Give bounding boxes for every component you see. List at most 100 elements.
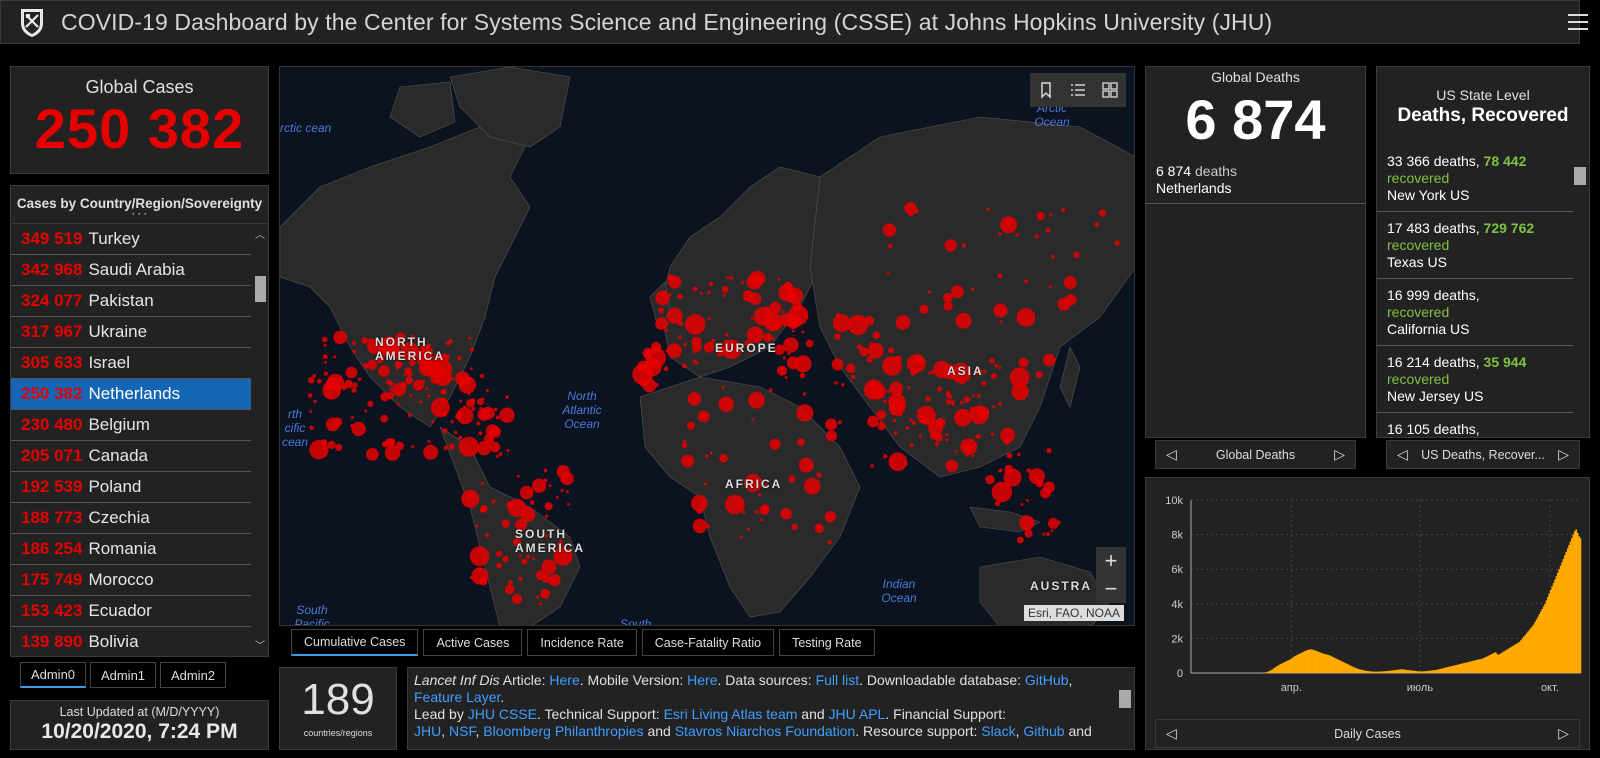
- case-marker[interactable]: [404, 367, 412, 375]
- case-marker[interactable]: [847, 314, 869, 335]
- case-marker[interactable]: [438, 353, 449, 364]
- case-marker[interactable]: [457, 411, 463, 416]
- basemap-gallery-icon[interactable]: [1101, 81, 1119, 99]
- case-marker[interactable]: [367, 359, 378, 370]
- case-marker[interactable]: [471, 567, 489, 585]
- case-marker[interactable]: [544, 514, 549, 518]
- hamburger-menu-icon[interactable]: [1568, 11, 1588, 31]
- case-marker[interactable]: [959, 400, 964, 405]
- case-marker[interactable]: [395, 361, 400, 366]
- case-marker[interactable]: [1043, 481, 1055, 494]
- next-arrow-icon[interactable]: ▷: [1558, 446, 1569, 462]
- case-marker[interactable]: [785, 339, 789, 343]
- case-marker[interactable]: [740, 280, 745, 285]
- case-marker[interactable]: [899, 390, 903, 394]
- case-marker[interactable]: [351, 421, 366, 437]
- case-marker[interactable]: [784, 376, 788, 379]
- case-marker[interactable]: [918, 434, 922, 438]
- country-row[interactable]: 205 071 Canada: [11, 441, 251, 472]
- case-marker[interactable]: [469, 546, 490, 567]
- country-row[interactable]: 139 890 Bolivia: [11, 627, 251, 656]
- case-marker[interactable]: [705, 454, 709, 458]
- case-marker[interactable]: [886, 272, 890, 275]
- case-marker[interactable]: [692, 359, 697, 364]
- case-marker[interactable]: [964, 443, 974, 453]
- case-marker[interactable]: [1024, 279, 1029, 284]
- case-marker[interactable]: [746, 326, 764, 344]
- zoom-in-button[interactable]: +: [1104, 548, 1118, 573]
- case-marker[interactable]: [943, 301, 953, 311]
- case-marker[interactable]: [792, 301, 802, 312]
- case-marker[interactable]: [930, 370, 935, 374]
- case-marker[interactable]: [433, 353, 441, 362]
- case-marker[interactable]: [791, 329, 795, 333]
- case-marker[interactable]: [723, 339, 731, 346]
- case-marker[interactable]: [903, 461, 908, 466]
- case-marker[interactable]: [725, 494, 745, 515]
- case-marker[interactable]: [886, 390, 891, 394]
- case-marker[interactable]: [951, 402, 955, 406]
- case-marker[interactable]: [888, 452, 908, 472]
- case-marker[interactable]: [309, 425, 314, 431]
- case-marker[interactable]: [851, 374, 856, 379]
- case-marker[interactable]: [1048, 285, 1052, 289]
- us-scroll-thumb[interactable]: [1574, 167, 1586, 185]
- case-marker[interactable]: [458, 374, 461, 378]
- case-marker[interactable]: [691, 494, 708, 512]
- case-marker[interactable]: [945, 438, 949, 442]
- case-marker[interactable]: [322, 354, 328, 360]
- case-marker[interactable]: [825, 430, 838, 442]
- case-marker[interactable]: [512, 537, 522, 547]
- case-marker[interactable]: [389, 346, 394, 350]
- case-marker[interactable]: [397, 355, 401, 359]
- case-marker[interactable]: [887, 243, 893, 249]
- case-marker[interactable]: [380, 414, 389, 423]
- case-marker[interactable]: [322, 446, 326, 450]
- case-marker[interactable]: [870, 464, 874, 468]
- tab-cumulative-cases[interactable]: Cumulative Cases: [291, 629, 419, 656]
- case-marker[interactable]: [357, 377, 362, 382]
- case-marker[interactable]: [560, 488, 564, 493]
- case-marker[interactable]: [405, 376, 413, 385]
- case-marker[interactable]: [425, 387, 429, 391]
- scroll-thumb[interactable]: [255, 276, 266, 302]
- case-marker[interactable]: [495, 415, 500, 420]
- case-marker[interactable]: [867, 415, 879, 428]
- case-marker[interactable]: [780, 508, 792, 520]
- case-marker[interactable]: [856, 344, 863, 350]
- case-marker[interactable]: [685, 314, 706, 335]
- case-marker[interactable]: [834, 333, 841, 340]
- case-marker[interactable]: [504, 584, 515, 595]
- case-marker[interactable]: [971, 454, 975, 458]
- case-marker[interactable]: [427, 394, 431, 398]
- case-marker[interactable]: [442, 428, 448, 434]
- info-scroll-thumb[interactable]: [1119, 690, 1131, 708]
- case-marker[interactable]: [1098, 209, 1107, 217]
- case-marker[interactable]: [892, 418, 897, 423]
- case-marker[interactable]: [333, 355, 337, 359]
- case-marker[interactable]: [511, 593, 523, 605]
- case-marker[interactable]: [803, 477, 821, 495]
- case-marker[interactable]: [937, 386, 942, 392]
- case-marker[interactable]: [475, 524, 479, 528]
- case-marker[interactable]: [942, 292, 953, 303]
- jhu-apl-link[interactable]: JHU APL: [828, 706, 886, 722]
- case-marker[interactable]: [501, 519, 510, 528]
- case-marker[interactable]: [665, 328, 669, 332]
- case-marker[interactable]: [763, 306, 770, 313]
- case-marker[interactable]: [909, 443, 914, 448]
- case-marker[interactable]: [994, 363, 998, 368]
- deaths-list-item[interactable]: 6 874 deaths Netherlands: [1146, 155, 1365, 204]
- case-marker[interactable]: [1065, 294, 1077, 306]
- case-marker[interactable]: [739, 535, 743, 539]
- case-marker[interactable]: [444, 381, 448, 385]
- case-marker[interactable]: [913, 208, 919, 214]
- case-marker[interactable]: [335, 443, 343, 451]
- case-marker[interactable]: [1024, 529, 1033, 538]
- case-marker[interactable]: [993, 303, 1008, 318]
- scroll-down-icon[interactable]: ﹀: [255, 641, 265, 652]
- case-marker[interactable]: [744, 474, 762, 492]
- case-marker[interactable]: [1000, 427, 1015, 443]
- case-marker[interactable]: [514, 518, 528, 531]
- case-marker[interactable]: [326, 373, 345, 391]
